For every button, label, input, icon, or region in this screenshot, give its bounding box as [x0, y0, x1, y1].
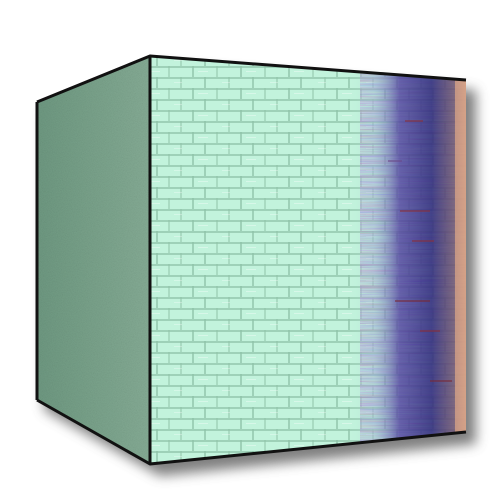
cube-left-face: [37, 56, 150, 464]
cube-edges: [35, 54, 467, 466]
cube-front-face: [150, 56, 466, 464]
texture-streaks: [388, 120, 452, 382]
